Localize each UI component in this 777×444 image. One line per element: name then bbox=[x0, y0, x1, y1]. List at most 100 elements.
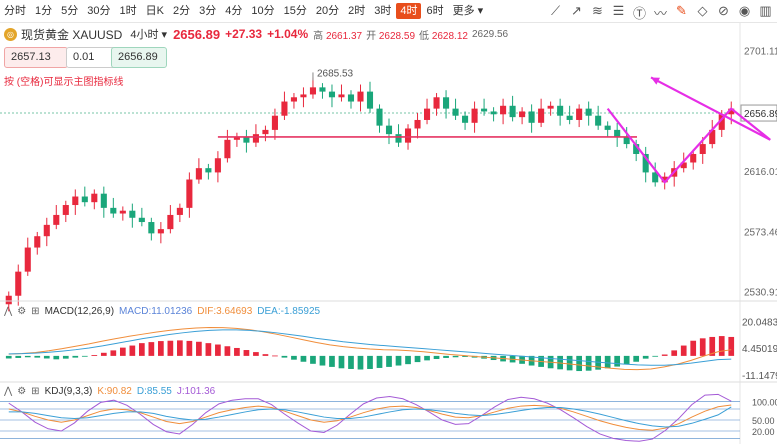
brush-icon[interactable]: 〰 bbox=[653, 6, 667, 21]
candle-body bbox=[309, 87, 317, 95]
candle-body bbox=[290, 97, 297, 102]
candle-body bbox=[395, 134, 402, 143]
parallel-channel-icon[interactable]: ≋ bbox=[592, 3, 603, 18]
kdj-axis-label: 100.00 bbox=[752, 398, 777, 408]
candle-body bbox=[167, 214, 174, 230]
macd-bar bbox=[243, 350, 250, 356]
timeframe-10[interactable]: 15分 bbox=[283, 5, 307, 17]
candle-body bbox=[300, 94, 307, 98]
macd-bar bbox=[272, 355, 278, 357]
macd-bar bbox=[300, 355, 307, 362]
candle-body bbox=[471, 108, 478, 123]
price-axis-label: 2530.91 bbox=[744, 288, 777, 299]
timeframe-9[interactable]: 10分 bbox=[251, 5, 275, 17]
high-label: 高 bbox=[313, 30, 324, 42]
timeframe-4[interactable]: 1时 bbox=[119, 5, 137, 17]
d-value: D:85.55 bbox=[136, 386, 172, 397]
macd-bar bbox=[262, 354, 269, 356]
timeframe-16[interactable]: 更多 ▾ bbox=[452, 5, 484, 17]
lock-icon[interactable]: ⊘ bbox=[718, 3, 729, 18]
candle-body bbox=[157, 229, 164, 234]
eye-icon[interactable]: ◉ bbox=[738, 3, 751, 18]
lot-size-input[interactable]: 0.01 bbox=[66, 47, 116, 68]
timeframe-0[interactable]: 分时 bbox=[4, 5, 26, 17]
draw-settings-icon[interactable]: ✎ bbox=[676, 3, 687, 18]
timeframe-7[interactable]: 3分 bbox=[199, 5, 217, 17]
price-axis-label: 2701.11 bbox=[744, 46, 777, 57]
macd-bar bbox=[652, 355, 659, 357]
macd-bar bbox=[148, 342, 155, 356]
buy-price-button[interactable]: 2656.89 bbox=[111, 47, 167, 68]
collapse-icon[interactable]: ⋀ bbox=[4, 306, 13, 317]
expand-box-icon[interactable]: ⊞ bbox=[31, 386, 40, 397]
macd-bar bbox=[718, 336, 725, 356]
timeframe-12[interactable]: 2时 bbox=[348, 5, 366, 17]
candle-body bbox=[623, 136, 630, 145]
timeframe-3[interactable]: 30分 bbox=[87, 5, 111, 17]
ray-tool-icon[interactable]: ↗ bbox=[571, 3, 582, 18]
macd-bar bbox=[405, 355, 411, 365]
symbol-name[interactable]: 现货黄金 XAUUSD bbox=[21, 27, 123, 42]
timeframe-11[interactable]: 20分 bbox=[315, 5, 340, 17]
candle-body bbox=[500, 105, 507, 115]
k-value: K:90.82 bbox=[97, 386, 132, 397]
macd-bar bbox=[72, 355, 79, 358]
macd-bar bbox=[177, 340, 183, 356]
timeframe-selector[interactable]: 4小时 ▾ bbox=[130, 29, 168, 41]
macd-bar bbox=[481, 355, 487, 359]
kdj-axis-label: 20.00 bbox=[752, 427, 775, 437]
macd-bar bbox=[471, 355, 478, 358]
settings-icon[interactable]: ⚙ bbox=[17, 386, 27, 397]
sell-price-button[interactable]: 2657.13 bbox=[4, 47, 68, 68]
candle-body bbox=[614, 129, 621, 137]
timeframe-8[interactable]: 4分 bbox=[225, 5, 243, 17]
candle-body bbox=[376, 108, 383, 126]
candle-body bbox=[709, 129, 716, 145]
candle-body bbox=[423, 108, 431, 120]
macd-bar bbox=[452, 355, 459, 358]
candle-body bbox=[385, 125, 393, 135]
expand-box-icon[interactable]: ⊞ bbox=[31, 306, 40, 317]
settings-icon[interactable]: ⚙ bbox=[17, 306, 27, 317]
candle-body bbox=[91, 193, 98, 203]
timeframe-6[interactable]: 2分 bbox=[172, 5, 191, 17]
timeframe-13[interactable]: 3时 bbox=[374, 5, 392, 17]
macd-bar bbox=[671, 350, 678, 356]
eraser-icon[interactable]: ◇ bbox=[697, 3, 708, 18]
macd-bar bbox=[728, 336, 735, 356]
timeframe-1[interactable]: 1分 bbox=[35, 5, 53, 17]
macd-bar bbox=[500, 355, 506, 362]
macd-axis-label: 20.04835 bbox=[742, 317, 777, 328]
macd-bar bbox=[15, 355, 22, 358]
trash-icon[interactable]: ▥ bbox=[759, 3, 772, 18]
macd-bar bbox=[376, 355, 383, 368]
timeframe-14[interactable]: 4时 bbox=[396, 3, 422, 19]
close-value: 2629.56 bbox=[471, 28, 509, 40]
candle-body bbox=[319, 87, 326, 92]
timeframe-2[interactable]: 5分 bbox=[61, 5, 79, 17]
candle-body bbox=[252, 134, 259, 143]
candle-body bbox=[347, 94, 355, 102]
collapse-icon[interactable]: ⋀ bbox=[4, 386, 13, 397]
macd-bar bbox=[34, 355, 41, 358]
macd-value: MACD:11.01236 bbox=[119, 306, 193, 317]
text-tool-icon[interactable]: Ⓣ bbox=[632, 6, 646, 21]
macd-bar bbox=[167, 340, 174, 356]
macd-bar bbox=[62, 355, 69, 359]
candle-body bbox=[528, 111, 535, 123]
candle-body bbox=[519, 111, 526, 118]
macd-bar bbox=[367, 355, 373, 369]
macd-bar bbox=[547, 355, 554, 369]
candle-body bbox=[414, 119, 421, 129]
macd-bar bbox=[690, 340, 697, 356]
low-value: 低 2628.12 bbox=[419, 30, 468, 42]
indicator-hint: 按 (空格)可显示主图指标线 bbox=[4, 77, 124, 88]
line-tool-icon[interactable]: ⟋ bbox=[550, 3, 561, 18]
candle-body bbox=[452, 108, 459, 116]
timeframe-5[interactable]: 日K bbox=[145, 5, 164, 17]
candle-body bbox=[595, 115, 602, 126]
candle-body bbox=[195, 168, 202, 180]
macd-bar bbox=[338, 355, 345, 369]
fib-icon[interactable]: ☰ bbox=[612, 3, 625, 18]
timeframe-15[interactable]: 6时 bbox=[426, 5, 444, 17]
